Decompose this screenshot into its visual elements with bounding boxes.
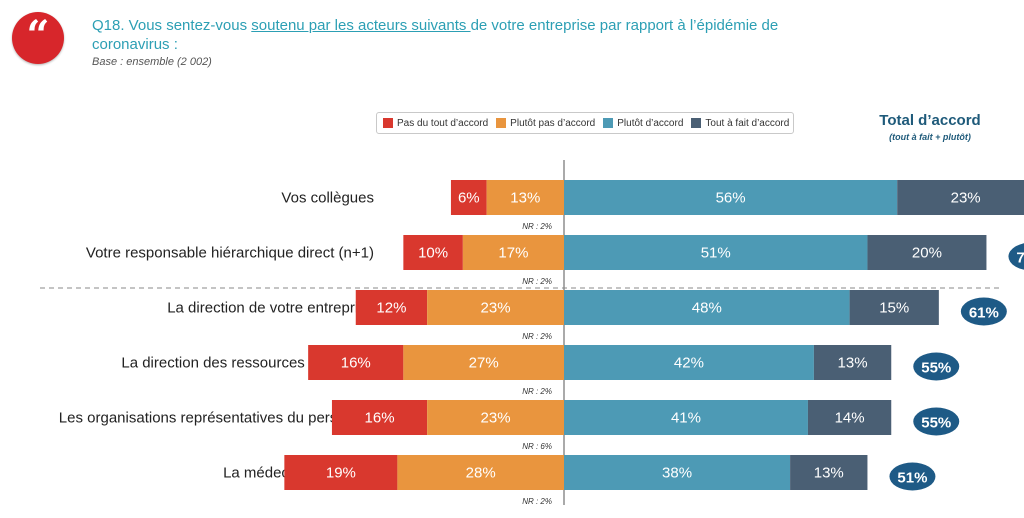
bar-plutot-label: 48%: [692, 300, 722, 317]
bar-pas-du-tout-label: 12%: [376, 300, 406, 317]
category-label: La direction de votre entreprise: [167, 300, 374, 317]
bar-pas-du-tout-label: 19%: [326, 465, 356, 482]
total-accord-value: 55%: [921, 360, 951, 377]
nr-note: NR : 2%: [522, 222, 552, 231]
bar-tout-a-fait-label: 14%: [835, 410, 865, 427]
bar-tout-a-fait-label: 13%: [838, 355, 868, 372]
nr-note: NR : 2%: [522, 277, 552, 286]
bar-tout-a-fait-label: 23%: [951, 190, 981, 207]
bar-plutot-pas-label: 23%: [481, 300, 511, 317]
nr-note: NR : 6%: [522, 442, 552, 451]
bar-plutot-pas-label: 27%: [469, 355, 499, 372]
bar-plutot-label: 42%: [674, 355, 704, 372]
diverging-bar-chart: Vos collègues6%13%56%23%NR : 2%79%Votre …: [0, 0, 1024, 518]
bar-plutot-pas-label: 17%: [498, 245, 528, 262]
total-accord-value: 55%: [921, 415, 951, 432]
bar-plutot-pas-label: 13%: [510, 190, 540, 207]
bar-pas-du-tout-label: 16%: [365, 410, 395, 427]
bar-pas-du-tout-label: 6%: [458, 190, 480, 207]
total-accord-value: 61%: [969, 305, 999, 322]
nr-note: NR : 2%: [522, 332, 552, 341]
bar-pas-du-tout-label: 16%: [341, 355, 371, 372]
nr-note: NR : 2%: [522, 497, 552, 506]
bar-plutot-label: 41%: [671, 410, 701, 427]
bar-pas-du-tout-label: 10%: [418, 245, 448, 262]
category-label: Les organisations représentatives du per…: [59, 410, 374, 427]
category-label: Votre responsable hiérarchique direct (n…: [86, 245, 374, 262]
bar-plutot-pas-label: 23%: [481, 410, 511, 427]
bar-plutot-label: 38%: [662, 465, 692, 482]
nr-note: NR : 2%: [522, 387, 552, 396]
bar-tout-a-fait-label: 20%: [912, 245, 942, 262]
bar-tout-a-fait-label: 15%: [879, 300, 909, 317]
category-label: Vos collègues: [281, 190, 374, 207]
bar-plutot-pas-label: 28%: [466, 465, 496, 482]
total-accord-value: 51%: [897, 470, 927, 487]
total-accord-value: 71%: [1016, 250, 1024, 267]
bar-plutot-label: 51%: [701, 245, 731, 262]
bar-plutot-label: 56%: [716, 190, 746, 207]
bar-tout-a-fait-label: 13%: [814, 465, 844, 482]
